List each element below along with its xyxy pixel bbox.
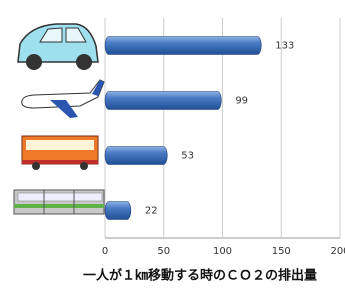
bar xyxy=(105,92,221,110)
bar xyxy=(105,202,131,220)
plane-icon xyxy=(22,80,104,118)
x-tick-label: 50 xyxy=(157,246,170,257)
bar xyxy=(105,37,261,55)
bar xyxy=(105,147,167,165)
data-label: 22 xyxy=(145,206,158,217)
data-label: 53 xyxy=(181,151,194,162)
data-label: 99 xyxy=(235,96,248,107)
chart: 一人が１㎞移動する時のＣＯ２の排出量 0 50 100 150 200 133 99 53 22 xyxy=(0,0,345,288)
train-icon xyxy=(14,190,104,214)
x-tick-label: 150 xyxy=(272,246,291,257)
data-label: 133 xyxy=(275,41,294,52)
x-tick-label: 200 xyxy=(330,246,345,257)
car-icon xyxy=(18,24,98,70)
x-tick-label: 0 xyxy=(102,246,108,257)
bus-icon xyxy=(22,136,98,170)
x-tick-label: 100 xyxy=(213,246,232,257)
chart-title: 一人が１㎞移動する時のＣＯ２の排出量 xyxy=(83,268,317,284)
